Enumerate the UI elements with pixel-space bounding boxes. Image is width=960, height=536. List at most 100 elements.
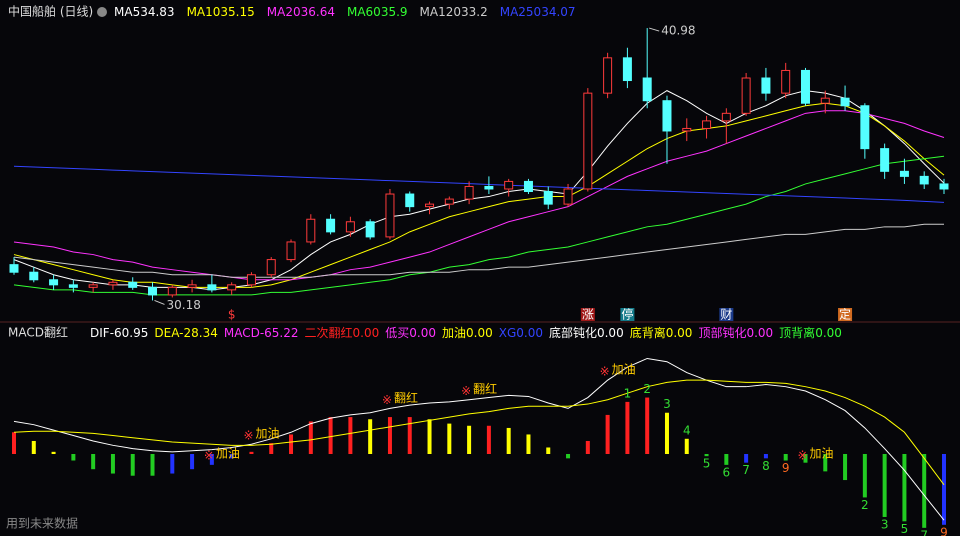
candle-body	[405, 193, 415, 208]
candle-body	[504, 180, 514, 190]
count-label: 2	[861, 498, 869, 512]
macd-bar	[783, 454, 788, 461]
candle-body	[761, 77, 771, 94]
macd-bar	[645, 397, 650, 454]
legend-gap	[408, 5, 420, 19]
legend-gap	[335, 5, 347, 19]
macd-bar	[51, 451, 56, 454]
indicator-value: -65.22	[260, 326, 299, 340]
count-label: 3	[881, 517, 889, 531]
macd-bar	[566, 454, 571, 459]
count-label: 6	[723, 465, 731, 479]
count-label: 7	[742, 463, 750, 477]
macd-bar	[467, 425, 472, 454]
candle-body	[880, 148, 890, 172]
indicator-value: 0.00	[516, 326, 543, 340]
candle-body	[840, 97, 850, 107]
macd-bar	[704, 454, 709, 457]
candle-body	[68, 284, 78, 288]
indicator-value: -28.34	[179, 326, 218, 340]
settings-icon[interactable]	[97, 7, 107, 17]
macd-bar	[447, 423, 452, 454]
candle-body	[721, 112, 731, 122]
candle-body	[385, 193, 395, 238]
indicator-value: 0.00	[666, 326, 693, 340]
candle-body	[563, 188, 573, 205]
candle-body	[286, 241, 296, 261]
ma-line	[13, 155, 945, 296]
event-label: 停	[621, 307, 633, 322]
legend-value: 35.9	[381, 5, 408, 19]
legend-name: MA120	[420, 5, 461, 19]
macd-bar	[229, 454, 234, 459]
legend-gap	[255, 5, 267, 19]
macd-bar	[407, 417, 412, 454]
event-label: 涨	[582, 307, 594, 322]
legend-name: MA10	[187, 5, 221, 19]
macd-bar	[843, 454, 848, 481]
legend-gap	[576, 5, 588, 19]
macd-bar	[664, 412, 669, 454]
count-label: 5	[901, 522, 909, 536]
macd-bar	[862, 454, 867, 498]
indicator-value: 0.00	[746, 326, 773, 340]
count-label: 4	[683, 423, 691, 437]
legend-name: MA5	[114, 5, 140, 19]
macd-bar	[190, 454, 195, 470]
signal-label: 加油	[809, 447, 833, 461]
candle-body	[642, 77, 652, 102]
candle-body	[246, 274, 256, 286]
candle-body	[583, 92, 593, 190]
event-box	[620, 308, 635, 321]
macd-bar	[91, 454, 96, 470]
macd-bar	[328, 417, 333, 454]
ma-line	[13, 90, 945, 291]
indicator-value: 0.00	[597, 326, 624, 340]
legend-value: 34.83	[140, 5, 174, 19]
signal-star: ※	[204, 449, 214, 463]
macd-bar	[150, 454, 155, 476]
legend-name: MA250	[500, 5, 541, 19]
event-box	[838, 308, 853, 321]
candle-body	[899, 170, 909, 177]
indicator-name: 顶背离	[779, 325, 815, 340]
event-label: $	[228, 308, 236, 322]
candle-body	[29, 271, 39, 281]
candle-body	[306, 218, 316, 243]
macd-bar	[130, 454, 135, 476]
candle-body	[800, 69, 810, 104]
macd-bar	[387, 417, 392, 454]
candle-body	[148, 286, 158, 296]
event-label: 定	[839, 307, 851, 322]
candle-body	[49, 279, 59, 286]
indicator-value: 0.00	[409, 326, 436, 340]
candle-body	[682, 127, 692, 132]
macd-bar	[803, 454, 808, 463]
ma-line	[13, 165, 945, 203]
legend-gap	[488, 5, 500, 19]
legend-value: 35.15	[220, 5, 254, 19]
candle-body	[860, 105, 870, 150]
indicator-name: DIF	[90, 326, 110, 340]
macd-bar	[763, 454, 768, 459]
candle-body	[365, 221, 375, 238]
macd-bar	[882, 454, 887, 517]
macd-bar	[546, 447, 551, 454]
macd-bar	[724, 454, 729, 465]
legend-value: 33.2	[461, 5, 488, 19]
candle-body	[603, 57, 613, 94]
count-label: 9	[782, 461, 790, 475]
chart-title: 中国船舶 (日线)	[8, 4, 93, 19]
annotation-leader	[649, 27, 660, 32]
macd-bar	[269, 443, 274, 454]
macd-bar	[12, 432, 16, 454]
candle-body	[108, 281, 118, 286]
candle-body	[227, 284, 237, 291]
macd-bar	[526, 434, 531, 454]
indicator-value: 0.00	[815, 326, 842, 340]
signal-label: 翻红	[473, 381, 497, 396]
count-label: 2	[643, 382, 651, 396]
indicator-name: 低买	[385, 326, 409, 340]
ma-line	[13, 223, 944, 278]
candle-body	[444, 198, 454, 205]
